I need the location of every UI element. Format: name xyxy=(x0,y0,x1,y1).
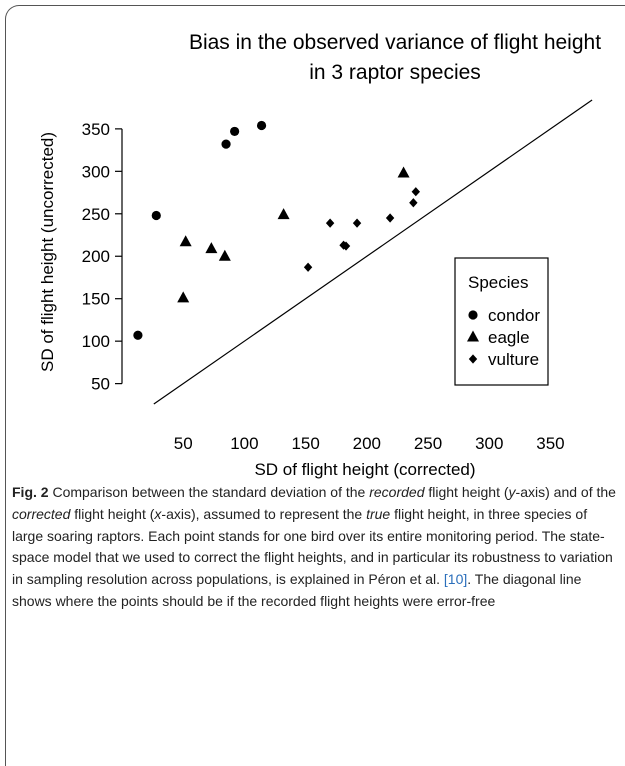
caption-text: flight height ( xyxy=(70,505,155,522)
point xyxy=(352,218,362,228)
caption-text: recorded xyxy=(369,484,425,500)
point xyxy=(151,210,161,221)
point xyxy=(325,218,335,228)
y-tick-label: 250 xyxy=(82,205,110,224)
point xyxy=(341,241,351,251)
legend-marker xyxy=(467,330,479,342)
caption-text: corrected xyxy=(12,505,71,522)
point xyxy=(205,242,218,254)
legend-label: condor xyxy=(488,306,540,325)
point xyxy=(221,139,231,149)
caption-label: Fig. 2 xyxy=(12,484,49,500)
caption-text: true xyxy=(366,505,391,522)
y-tick-label: 350 xyxy=(82,120,110,139)
legend-box xyxy=(454,257,549,386)
y-tick-label: 50 xyxy=(91,375,110,394)
legend-label: vulture xyxy=(488,350,539,369)
legend-label: eagle xyxy=(488,328,530,347)
point xyxy=(133,330,143,340)
y-tick-label: 100 xyxy=(82,332,110,351)
x-tick-label: 200 xyxy=(353,434,381,453)
figure-frame xyxy=(5,5,625,766)
chart: Bias in the observed variance of flight … xyxy=(38,31,601,479)
y-axis-label: SD of flight height (uncorrected) xyxy=(38,132,57,372)
point xyxy=(397,166,410,178)
caption-text: . The diagonal line shows where the poin… xyxy=(12,571,582,609)
diagonal-line xyxy=(153,99,593,405)
point xyxy=(256,120,267,131)
caption-text: flight height ( xyxy=(424,484,509,500)
x-tick-label: 50 xyxy=(174,434,193,453)
y-tick-label: 300 xyxy=(82,162,110,181)
x-tick-label: 150 xyxy=(291,434,319,453)
point xyxy=(177,291,190,303)
caption-link[interactable]: [10] xyxy=(443,571,468,588)
caption-text: y xyxy=(508,484,516,500)
point xyxy=(303,262,313,272)
caption-text: -axis), assumed to represent the xyxy=(161,505,367,522)
point xyxy=(277,208,290,220)
x-tick-label: 300 xyxy=(475,434,503,453)
chart-title: Bias in the observed variance of flight … xyxy=(189,31,601,54)
point xyxy=(409,198,418,208)
y-tick-label: 150 xyxy=(82,290,110,309)
point xyxy=(411,187,421,197)
x-tick-label: 350 xyxy=(536,434,564,453)
point xyxy=(385,213,395,223)
legend-marker xyxy=(468,310,478,320)
y-tick-label: 200 xyxy=(82,247,110,266)
chart-title: in 3 raptor species xyxy=(309,61,481,84)
point xyxy=(230,126,240,137)
figure-caption: Fig. 2 Comparison between the standard d… xyxy=(12,482,618,613)
caption-text: -axis) and of the xyxy=(515,484,616,500)
caption-text: flight height, in three species of large… xyxy=(12,505,613,588)
legend-marker xyxy=(468,354,478,364)
caption-text: x xyxy=(154,505,162,522)
legend-title: Species xyxy=(468,273,528,292)
x-tick-label: 250 xyxy=(414,434,442,453)
caption-text: Comparison between the standard deviatio… xyxy=(48,484,370,500)
x-axis-label: SD of flight height (corrected) xyxy=(254,460,475,479)
x-tick-label: 100 xyxy=(230,434,258,453)
point xyxy=(218,249,231,261)
point xyxy=(179,235,192,247)
